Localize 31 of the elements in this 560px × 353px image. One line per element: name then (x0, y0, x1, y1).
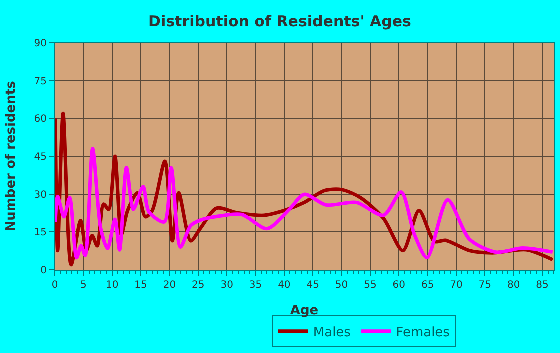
x-tick-label: 35 (249, 280, 262, 291)
y-tick-label: 60 (34, 114, 47, 126)
x-tick-label: 40 (278, 280, 291, 291)
y-axis-title: Number of residents (4, 80, 20, 232)
x-tick-label: 15 (134, 280, 148, 291)
legend-label: Females (396, 325, 450, 340)
x-tick-label: 20 (163, 280, 176, 291)
x-tick-label: 25 (192, 280, 205, 291)
x-tick-label: 65 (421, 280, 434, 291)
y-tick-label: 90 (34, 38, 47, 50)
y-tick-label: 15 (34, 228, 47, 239)
y-tick-label: 0 (40, 266, 47, 276)
x-tick-label: 60 (392, 280, 406, 291)
legend-label: Males (313, 325, 352, 340)
x-tick-label: 45 (306, 280, 320, 291)
x-axis-title: Age (290, 304, 319, 319)
y-tick-label: 30 (34, 190, 47, 201)
x-tick-label: 80 (507, 280, 520, 291)
y-tick-label: 75 (34, 76, 47, 88)
x-tick-label: 75 (478, 280, 492, 291)
chart-title: Distribution of Residents' Ages (148, 12, 412, 30)
x-tick-label: 85 (536, 280, 549, 291)
x-tick-label: 70 (450, 280, 463, 291)
x-tick-label: 30 (220, 280, 234, 291)
x-tick-label: 50 (335, 280, 348, 291)
x-tick-label: 5 (80, 280, 87, 291)
x-tick-label: 10 (106, 280, 119, 291)
y-tick-label: 45 (34, 152, 47, 163)
x-tick-label: 55 (364, 280, 377, 291)
x-tick-label: 0 (52, 280, 58, 291)
line-series (55, 147, 554, 260)
